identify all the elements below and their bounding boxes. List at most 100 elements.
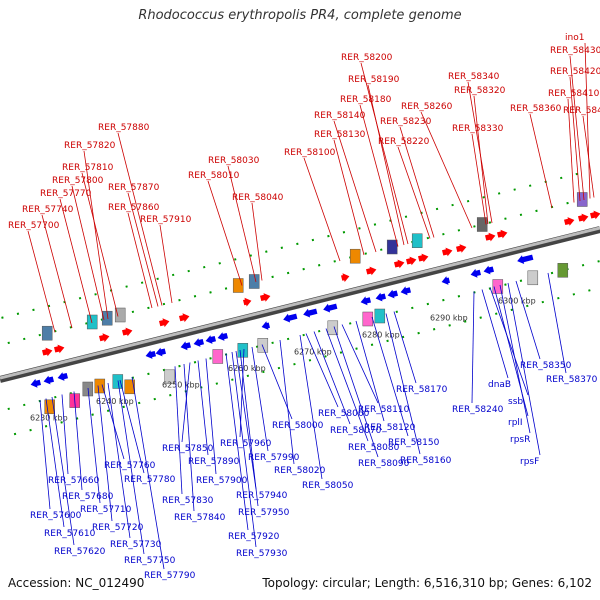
bottom-leader-40 (507, 282, 541, 456)
bottom-gene-label-8: RER_57750 (124, 556, 176, 566)
bottom-gene-label-0: RER_57600 (30, 511, 82, 521)
feature-box-17 (327, 320, 339, 336)
forward-gene-arrow-3 (122, 327, 133, 337)
feature-box-12 (94, 378, 106, 394)
reverse-gene-arrow-1 (43, 375, 54, 385)
forward-gene-arrow-18 (485, 232, 496, 242)
top-leader-15 (333, 120, 377, 253)
bottom-gene-label-7: RER_57730 (110, 540, 162, 550)
genome-backbone (0, 226, 600, 380)
bottom-leader-23 (261, 344, 293, 420)
feature-box-7 (386, 239, 398, 255)
bottom-gene-label-9: RER_57760 (104, 461, 156, 471)
bottom-gene-label-30: RER_58110 (358, 405, 410, 415)
genome-summary: Topology: circular; Length: 6,516,310 bp… (262, 576, 592, 590)
top-gene-label-20: RER_58230 (380, 117, 432, 127)
forward-gene-arrow-4 (159, 318, 170, 328)
top-gene-label-16: RER_58180 (340, 95, 392, 105)
feature-box-3 (114, 307, 126, 323)
bottom-gene-label-41: RER_58350 (520, 361, 572, 371)
top-gene-label-9: RER_57910 (140, 215, 192, 225)
bottom-gene-label-22: RER_57990 (248, 453, 300, 463)
top-leader-28 (569, 55, 585, 201)
bottom-gene-label-2: RER_57620 (54, 547, 106, 557)
top-leader-30 (582, 115, 595, 198)
bottom-gene-label-20: RER_57950 (238, 508, 290, 518)
bottom-gene-label-38: rplI (508, 418, 523, 428)
top-gene-label-30: RER_58440 (563, 106, 600, 116)
bottom-gene-label-42: RER_58370 (546, 375, 598, 385)
top-leader-17 (367, 84, 405, 246)
reverse-gene-arrow-0 (30, 378, 41, 388)
top-leader-0 (27, 230, 56, 333)
top-gene-label-18: RER_58200 (341, 53, 393, 63)
top-leader-29 (584, 42, 591, 199)
top-gene-label-14: RER_58130 (314, 130, 366, 140)
bottom-gene-label-25: RER_58050 (302, 481, 354, 491)
bottom-leader-35 (471, 291, 475, 404)
feature-box-15 (237, 343, 249, 358)
feature-box-22 (557, 263, 569, 278)
bottom-gene-label-12: RER_57830 (162, 496, 214, 506)
bottom-leader-42 (547, 272, 567, 374)
forward-gene-arrow-9 (366, 266, 377, 276)
bottom-leader-32 (371, 316, 409, 437)
scale-label-4: 6270 kbp (294, 348, 332, 357)
bottom-leader-27 (313, 331, 351, 425)
feature-box-6 (349, 248, 361, 264)
bottom-gene-label-18: RER_57930 (236, 549, 288, 559)
bottom-leader-4 (73, 391, 83, 491)
bottom-leader-14 (181, 362, 191, 443)
top-leader-3 (71, 185, 105, 321)
reverse-gene-arrow-15 (387, 289, 398, 299)
top-leader-13 (303, 157, 341, 262)
top-leader-20 (399, 126, 435, 238)
bottom-leader-21 (239, 348, 245, 438)
reverse-gene-arrow-10 (283, 313, 298, 323)
bottom-leader-24 (279, 339, 295, 465)
feature-box-0 (41, 325, 53, 341)
top-gene-label-7: RER_57870 (108, 183, 160, 193)
top-gene-label-21: RER_58260 (401, 102, 453, 112)
top-gene-label-27: RER_58420 (550, 67, 600, 77)
reverse-gene-arrow-9 (261, 321, 270, 330)
top-gene-label-15: RER_58140 (314, 111, 366, 121)
top-gene-label-28: RER_58430 (550, 46, 600, 56)
bottom-gene-label-10: RER_57780 (124, 475, 176, 485)
top-leader-11 (227, 165, 257, 283)
bottom-gene-label-33: RER_58160 (400, 456, 452, 466)
bottom-gene-label-29: RER_58090 (358, 459, 410, 469)
top-leader-16 (359, 104, 399, 247)
feature-box-5 (248, 274, 260, 289)
bottom-leader-17 (225, 353, 249, 531)
feature-box-24 (44, 399, 55, 415)
reverse-gene-arrow-17 (441, 276, 450, 285)
bottom-gene-label-1: RER_57610 (44, 529, 96, 539)
bottom-leader-3 (61, 394, 69, 475)
bottom-leader-10 (119, 379, 145, 474)
forward-gene-arrow-17 (590, 210, 600, 220)
reverse-gene-arrow-4 (155, 347, 166, 357)
feature-box-1 (86, 314, 98, 330)
bottom-gene-label-13: RER_57840 (174, 513, 226, 523)
feature-box-9 (476, 217, 488, 232)
top-leader-18 (360, 62, 409, 245)
bottom-gene-label-37: ssb (508, 397, 523, 407)
forward-gene-arrow-11 (406, 256, 417, 266)
bottom-gene-label-36: dnaB (488, 380, 511, 390)
bottom-gene-label-21: RER_57960 (220, 439, 272, 449)
bottom-gene-label-40: rpsF (520, 457, 539, 467)
bottom-gene-label-5: RER_57710 (80, 505, 132, 515)
top-leader-10 (207, 180, 243, 286)
feature-box-10 (576, 192, 588, 207)
bottom-leader-37 (489, 287, 529, 396)
bottom-leader-41 (515, 280, 541, 360)
top-leader-14 (333, 139, 365, 256)
top-gene-label-13: RER_58100 (284, 148, 336, 158)
feature-box-4 (232, 278, 244, 293)
bottom-gene-label-11: RER_57790 (144, 571, 196, 581)
bottom-gene-label-31: RER_58120 (364, 423, 416, 433)
forward-gene-arrow-19 (497, 229, 508, 239)
bottom-leader-0 (39, 399, 51, 510)
top-leader-24 (467, 81, 493, 224)
